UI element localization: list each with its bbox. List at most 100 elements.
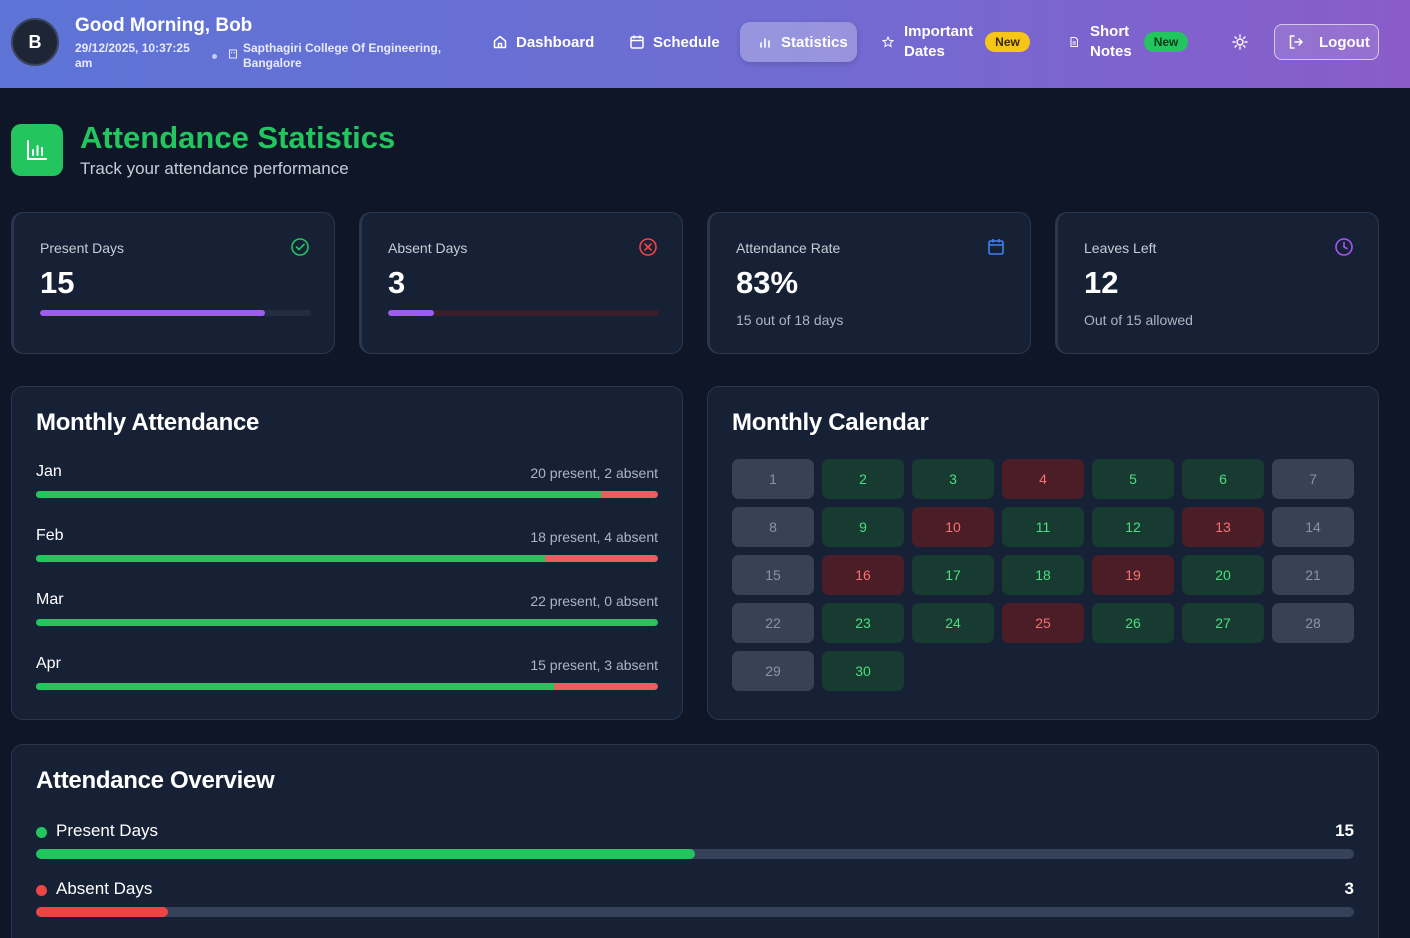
calendar-day[interactable]: 23 (822, 603, 904, 643)
absent-days-progress-fill (388, 310, 435, 316)
calendar-day[interactable]: 6 (1182, 459, 1264, 499)
nav-notes-line1: Short (1090, 23, 1130, 40)
star-icon (880, 34, 896, 50)
nav-important-line2: Dates (904, 43, 945, 60)
month-name: Feb (36, 527, 64, 544)
building-icon (228, 49, 238, 62)
avatar[interactable]: B (11, 18, 59, 66)
nav-statistics-label: Statistics (781, 33, 848, 51)
present-days-card: Present Days 15 (11, 212, 335, 354)
calendar-day[interactable]: 10 (912, 507, 994, 547)
top-header: B Good Morning, Bob 29/12/2025, 10:37:25… (0, 0, 1410, 88)
nav-dashboard-label: Dashboard (516, 33, 595, 51)
leaves-left-label: Leaves Left (1084, 240, 1157, 256)
calendar-day[interactable]: 4 (1002, 459, 1084, 499)
calendar-day[interactable]: 5 (1092, 459, 1174, 499)
calendar-day[interactable]: 18 (1002, 555, 1084, 595)
calendar-day[interactable]: 12 (1092, 507, 1174, 547)
calendar-day[interactable]: 1 (732, 459, 814, 499)
month-summary: 15 present, 3 absent (530, 657, 658, 673)
month-present-fill (36, 683, 555, 690)
attendance-rate-value: 83% (736, 265, 799, 300)
month-present-fill (36, 619, 658, 626)
calendar-day[interactable]: 14 (1272, 507, 1354, 547)
calendar-day[interactable]: 29 (732, 651, 814, 691)
nav-dashboard[interactable]: Dashboard (492, 22, 594, 62)
bar-chart-icon (757, 34, 773, 50)
calendar-day[interactable]: 8 (732, 507, 814, 547)
overview-absent-value: 3 (1344, 879, 1354, 898)
calendar-day[interactable]: 13 (1182, 507, 1264, 547)
calendar-day[interactable]: 7 (1272, 459, 1354, 499)
calendar-day[interactable]: 30 (822, 651, 904, 691)
attendance-overview-title: Attendance Overview (36, 767, 275, 794)
month-bar (36, 555, 658, 562)
calendar-day[interactable]: 20 (1182, 555, 1264, 595)
statistics-icon (11, 124, 63, 176)
nav-schedule-label: Schedule (653, 33, 720, 51)
sun-icon[interactable] (1232, 34, 1248, 50)
nav-short-notes[interactable]: Short Notes New (1066, 22, 1189, 62)
attendance-rate-card: Attendance Rate 83% 15 out of 18 days (707, 212, 1031, 354)
present-days-progress (40, 310, 311, 316)
month-present-fill (36, 491, 602, 498)
calendar-day[interactable]: 9 (822, 507, 904, 547)
document-icon (1066, 34, 1082, 50)
attendance-rate-label: Attendance Rate (736, 240, 841, 256)
leaves-left-sub: Out of 15 allowed (1084, 312, 1193, 328)
nav-statistics[interactable]: Statistics (740, 22, 857, 62)
nav-important-dates[interactable]: Important Dates New (880, 22, 1030, 62)
new-badge: New (1143, 32, 1189, 52)
present-days-progress-fill (40, 310, 265, 316)
absent-dot (36, 885, 47, 896)
monthly-attendance-title: Monthly Attendance (36, 409, 260, 436)
calendar-icon (629, 34, 645, 50)
absent-days-label: Absent Days (388, 240, 468, 256)
page-title: Attendance Statistics (80, 120, 396, 155)
calendar-icon (986, 237, 1006, 257)
leaves-left-value: 12 (1084, 265, 1119, 300)
x-circle-icon (638, 237, 658, 257)
home-icon (492, 34, 508, 50)
attendance-overview-panel: Attendance Overview Present Days 15 Abse… (11, 744, 1379, 938)
month-bar (36, 683, 658, 690)
overview-present-bar-fill (36, 849, 695, 859)
calendar-grid: 1 2 3 4 5 6 7 8 9 10 11 12 13 14 15 16 17 18 19 20 21 22 23 24 2… (732, 459, 1354, 691)
month-bar (36, 619, 658, 626)
overview-absent-label: Absent Days (56, 879, 153, 898)
month-summary: 22 present, 0 absent (530, 593, 658, 609)
logout-button[interactable]: Logout (1274, 24, 1379, 60)
calendar-day[interactable]: 21 (1272, 555, 1354, 595)
check-circle-icon (290, 237, 310, 257)
calendar-day[interactable]: 22 (732, 603, 814, 643)
nav-schedule[interactable]: Schedule (629, 22, 720, 62)
logout-label: Logout (1319, 33, 1370, 51)
nav-important-line1: Important (904, 23, 974, 40)
calendar-day[interactable]: 25 (1002, 603, 1084, 643)
calendar-day[interactable]: 2 (822, 459, 904, 499)
overview-absent-bar (36, 907, 1354, 917)
calendar-day[interactable]: 27 (1182, 603, 1264, 643)
calendar-day[interactable]: 17 (912, 555, 994, 595)
calendar-day[interactable]: 16 (822, 555, 904, 595)
calendar-day[interactable]: 3 (912, 459, 994, 499)
calendar-day[interactable]: 15 (732, 555, 814, 595)
separator-dot (212, 54, 217, 59)
absent-days-card: Absent Days 3 (359, 212, 683, 354)
calendar-day[interactable]: 11 (1002, 507, 1084, 547)
month-bar (36, 491, 658, 498)
month-summary: 18 present, 4 absent (530, 529, 658, 545)
calendar-day[interactable]: 19 (1092, 555, 1174, 595)
monthly-calendar-panel: Monthly Calendar 1 2 3 4 5 6 7 8 9 10 11 12 13 14 15 16… (707, 386, 1379, 720)
calendar-day[interactable]: 28 (1272, 603, 1354, 643)
calendar-day[interactable]: 26 (1092, 603, 1174, 643)
month-name: Jan (36, 463, 62, 480)
month-name: Mar (36, 591, 64, 608)
present-days-label: Present Days (40, 240, 125, 256)
overview-present-bar (36, 849, 1354, 859)
present-days-value: 15 (40, 265, 75, 300)
overview-present-label: Present Days (56, 821, 159, 840)
datetime-text: 29/12/2025, 10:37:25 am (75, 41, 190, 70)
calendar-day[interactable]: 24 (912, 603, 994, 643)
present-dot (36, 827, 47, 838)
